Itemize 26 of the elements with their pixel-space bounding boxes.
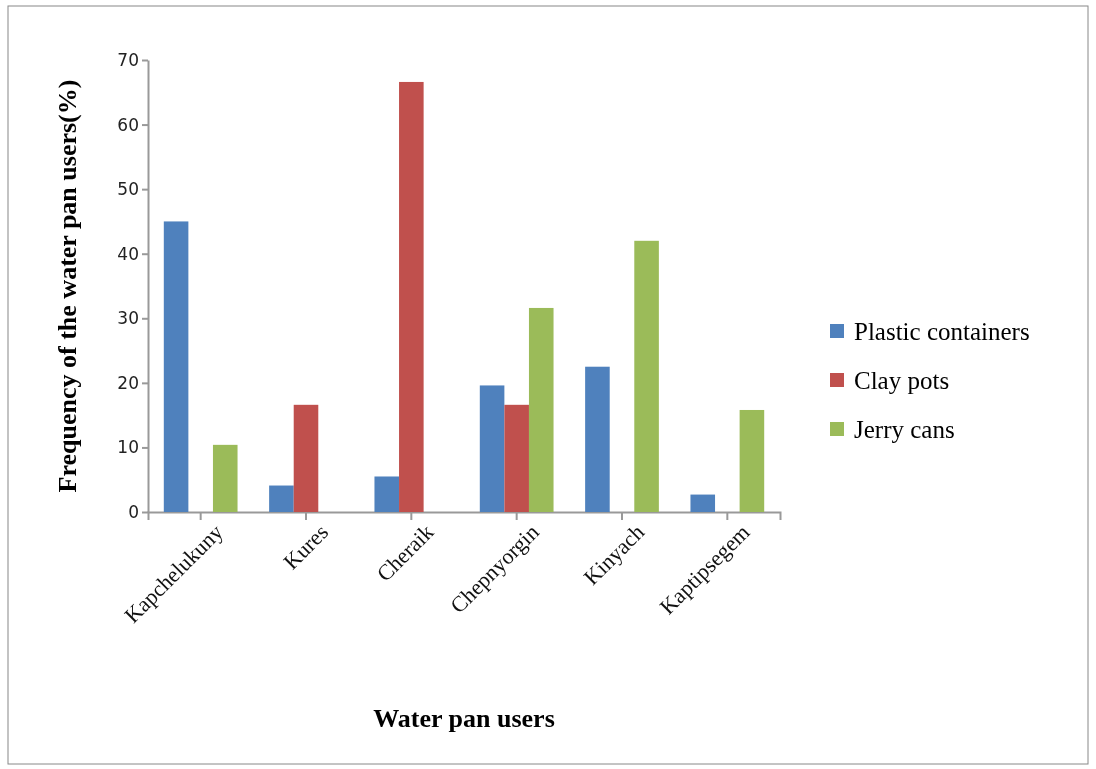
y-tick-label: 70	[117, 49, 139, 70]
x-axis-title: Water pan users	[373, 704, 555, 733]
y-tick-label: 10	[117, 437, 139, 458]
bar	[293, 404, 319, 512]
bar	[634, 240, 659, 512]
y-tick-label: 50	[117, 179, 139, 200]
bar	[528, 307, 554, 512]
legend-label: Plastic containers	[854, 317, 1030, 345]
bar	[479, 385, 505, 512]
y-tick-label: 0	[128, 501, 139, 522]
bar	[269, 485, 294, 512]
legend-label: Jerry cans	[854, 415, 955, 443]
bar	[504, 404, 529, 512]
bar	[163, 221, 189, 512]
bar	[399, 81, 424, 512]
y-axis-title: Frequency of the water pan users(%)	[53, 79, 82, 493]
bar	[374, 476, 400, 512]
y-tick-label: 20	[117, 372, 139, 393]
bar	[212, 444, 238, 512]
y-tick-label: 30	[117, 308, 139, 329]
y-tick-label: 60	[117, 114, 139, 135]
y-tick-label: 40	[117, 243, 139, 264]
bar	[690, 494, 716, 512]
bar	[739, 409, 765, 512]
legend-label: Clay pots	[854, 366, 950, 394]
bar	[585, 366, 610, 512]
